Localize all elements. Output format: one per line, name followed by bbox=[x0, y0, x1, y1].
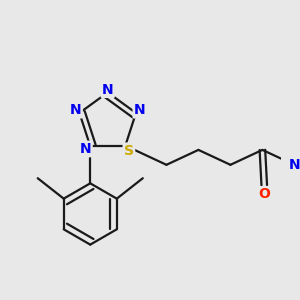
Text: N: N bbox=[80, 142, 92, 156]
Text: O: O bbox=[258, 188, 270, 202]
Text: N: N bbox=[102, 82, 113, 97]
Text: N: N bbox=[70, 103, 82, 117]
Text: N: N bbox=[134, 103, 146, 117]
Text: S: S bbox=[124, 144, 134, 158]
Text: N: N bbox=[289, 158, 300, 172]
